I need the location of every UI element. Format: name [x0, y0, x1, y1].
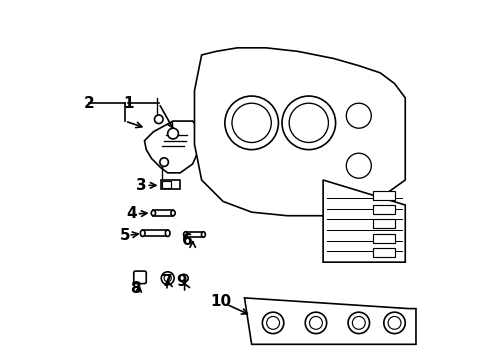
Circle shape	[154, 115, 163, 123]
Bar	[372, 219, 394, 228]
Polygon shape	[194, 48, 405, 216]
Text: 3: 3	[135, 178, 146, 193]
Circle shape	[352, 316, 365, 329]
Circle shape	[383, 312, 405, 334]
Ellipse shape	[140, 230, 145, 237]
Bar	[372, 205, 394, 214]
Ellipse shape	[179, 274, 188, 282]
Circle shape	[387, 316, 400, 329]
Ellipse shape	[165, 230, 170, 237]
Polygon shape	[244, 298, 415, 344]
Text: 9: 9	[176, 274, 187, 289]
Polygon shape	[142, 230, 167, 237]
Circle shape	[346, 153, 370, 178]
Circle shape	[262, 312, 283, 334]
Text: 4: 4	[126, 206, 137, 221]
Polygon shape	[153, 210, 173, 216]
Ellipse shape	[151, 210, 155, 216]
Text: 1: 1	[123, 96, 133, 111]
Circle shape	[309, 316, 322, 329]
Circle shape	[231, 103, 271, 143]
FancyBboxPatch shape	[134, 271, 146, 284]
Text: 7: 7	[162, 274, 173, 289]
Circle shape	[167, 128, 178, 139]
Text: 6: 6	[182, 233, 192, 248]
Circle shape	[224, 96, 278, 150]
Bar	[372, 191, 394, 200]
Text: 5: 5	[119, 228, 130, 243]
Circle shape	[164, 275, 171, 282]
Text: 10: 10	[210, 294, 231, 309]
Polygon shape	[323, 180, 405, 262]
Bar	[372, 234, 394, 243]
Bar	[162, 181, 170, 188]
Polygon shape	[144, 121, 200, 173]
Bar	[160, 180, 180, 189]
Text: 8: 8	[130, 282, 141, 296]
Ellipse shape	[171, 210, 175, 216]
Circle shape	[282, 96, 335, 150]
Circle shape	[161, 272, 174, 285]
Text: 2: 2	[83, 96, 94, 111]
Polygon shape	[185, 232, 203, 237]
Circle shape	[266, 316, 279, 329]
Circle shape	[346, 103, 370, 128]
Ellipse shape	[183, 232, 187, 237]
Bar	[372, 248, 394, 257]
Circle shape	[347, 312, 369, 334]
Ellipse shape	[201, 232, 205, 237]
Circle shape	[160, 158, 168, 166]
Circle shape	[305, 312, 326, 334]
Circle shape	[288, 103, 328, 143]
